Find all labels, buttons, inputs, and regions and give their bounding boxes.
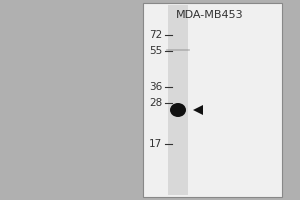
Text: 55: 55 — [149, 46, 162, 56]
Bar — [143, 3, 282, 197]
Ellipse shape — [170, 103, 186, 117]
Bar — [168, 5, 188, 195]
Text: 17: 17 — [149, 139, 162, 149]
Text: MDA-MB453: MDA-MB453 — [176, 10, 244, 20]
Text: 36: 36 — [149, 82, 162, 92]
Polygon shape — [193, 105, 203, 115]
Text: 72: 72 — [149, 30, 162, 40]
Text: 28: 28 — [149, 98, 162, 108]
